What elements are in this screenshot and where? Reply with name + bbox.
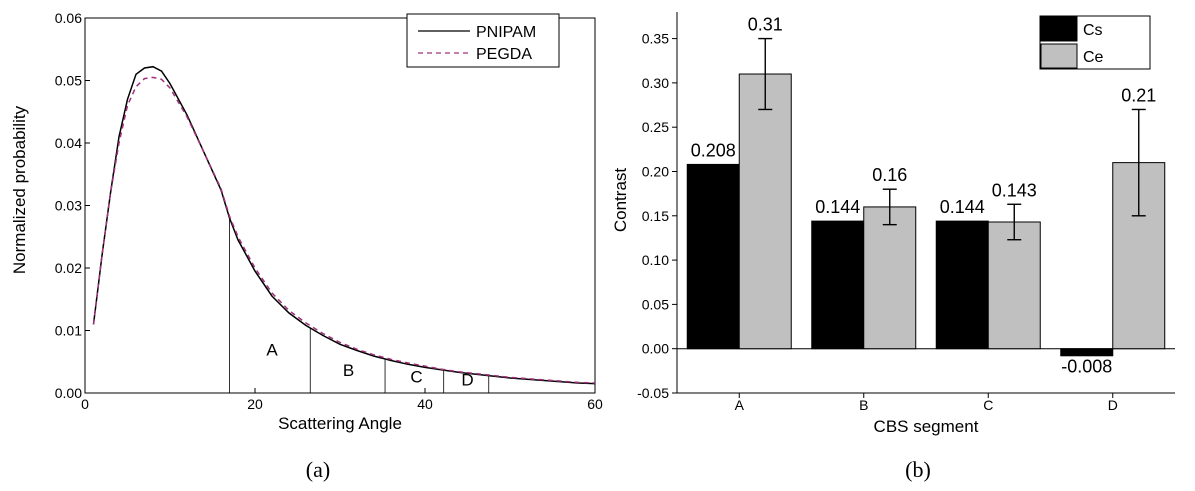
panel-label-a: (a) (306, 457, 330, 482)
y-tick-label-b: 0.30 (642, 75, 669, 91)
y-tick-label-b: -0.05 (637, 385, 669, 401)
y-tick-label-a: 0.06 (55, 10, 82, 26)
y-tick-label-b: 0.20 (642, 163, 669, 179)
line-series (92, 65, 596, 385)
legend-label-pegda: PEGDA (476, 46, 532, 63)
bar-cs-a (686, 163, 740, 350)
x-tick-label-b: B (859, 397, 868, 413)
y-axis-ticks-b: -0.05 0.00 0.05 0.10 0.15 0.20 0.25 0.30 0.35 (637, 31, 677, 401)
y-tick-label-b: 0.10 (642, 252, 669, 268)
plot-frame-a (84, 17, 596, 394)
segment-label-b: B (343, 361, 354, 380)
y-tick-label-a: 0.02 (55, 260, 82, 276)
y-tick-label-a: 0.04 (55, 135, 82, 151)
legend-label-ce: Ce (1083, 49, 1104, 66)
y-tick-label-b: 0.35 (642, 31, 669, 47)
x-tick-label-a: 60 (587, 396, 603, 412)
legend-b: Cs Ce (1039, 15, 1151, 70)
y-tick-label-a: 0.05 (55, 73, 82, 89)
y-axis-title-a: Normalized probability (10, 105, 29, 274)
legend-label-cs: Cs (1083, 22, 1103, 39)
data-label-ce-a: 0.31 (748, 15, 783, 35)
x-tick-label-a: 0 (81, 396, 89, 412)
legend-label-pnipam: PNIPAM (476, 24, 536, 41)
bar-ce-c (987, 221, 1041, 350)
legend-a: PNIPAM PEGDA (406, 13, 560, 68)
y-tick-label-b: 0.05 (642, 296, 669, 312)
bar-ce-a (738, 73, 792, 350)
series-line-pegda (92, 76, 596, 384)
x-tick-label-a: 20 (247, 396, 263, 412)
bar-cs-d (1060, 348, 1114, 357)
y-axis-ticks-a: 0.00 0.01 0.02 0.03 0.04 0.05 0.06 (55, 10, 90, 401)
data-label-ce-b: 0.16 (872, 165, 907, 185)
x-tick-label-b: A (735, 397, 745, 413)
bar-ce-d (1112, 162, 1166, 350)
x-axis-ticks-b: A B C D (735, 393, 1118, 413)
x-axis-title-b: CBS segment (874, 417, 979, 436)
line-chart-panel-a: 0.00 0.01 0.02 0.03 0.04 0.05 0.06 0 20 40 60 A B C… (10, 10, 603, 482)
data-label-ce-c: 0.143 (992, 180, 1037, 200)
data-label-cs-d: -0.008 (1061, 357, 1112, 377)
x-tick-label-a: 40 (417, 396, 433, 412)
y-tick-label-a: 0.01 (55, 323, 82, 339)
segment-boundaries (229, 218, 490, 393)
x-tick-label-b: C (983, 397, 993, 413)
segment-label-d: D (461, 371, 473, 390)
bar-cs-b (811, 220, 865, 350)
legend-box-a (406, 13, 560, 68)
x-axis-ticks-a: 0 20 40 60 (81, 388, 603, 412)
y-tick-label-a: 0.00 (55, 385, 82, 401)
segment-label-a: A (266, 341, 278, 360)
segment-labels: A B C D (266, 341, 473, 390)
x-tick-label-b: D (1108, 397, 1118, 413)
bar-cs-c (935, 220, 989, 350)
legend-swatch-ce (1040, 43, 1078, 69)
data-label-cs-b: 0.144 (815, 197, 860, 217)
panel-label-b: (b) (905, 457, 931, 482)
x-axis-title-a: Scattering Angle (278, 414, 402, 433)
data-label-cs-c: 0.144 (940, 197, 985, 217)
y-tick-label-a: 0.03 (55, 198, 82, 214)
y-tick-label-b: 0.25 (642, 119, 669, 135)
bar-ce-b (863, 206, 917, 350)
bar-chart-panel-b: 0.208 0.31 0.144 0.16 0.144 0.143 -0.008 0.21 -… (611, 12, 1175, 482)
y-tick-label-b: 0.15 (642, 208, 669, 224)
legend-swatch-cs (1040, 16, 1078, 42)
y-axis-title-b: Contrast (611, 168, 630, 233)
series-line-pnipam (92, 65, 596, 385)
y-tick-label-b: 0.00 (642, 341, 669, 357)
data-label-ce-d: 0.21 (1121, 85, 1156, 105)
data-label-cs-a: 0.208 (691, 140, 736, 160)
bars: 0.208 0.31 0.144 0.16 0.144 0.143 -0.008 0.21 (686, 15, 1166, 377)
segment-label-c: C (410, 367, 422, 386)
